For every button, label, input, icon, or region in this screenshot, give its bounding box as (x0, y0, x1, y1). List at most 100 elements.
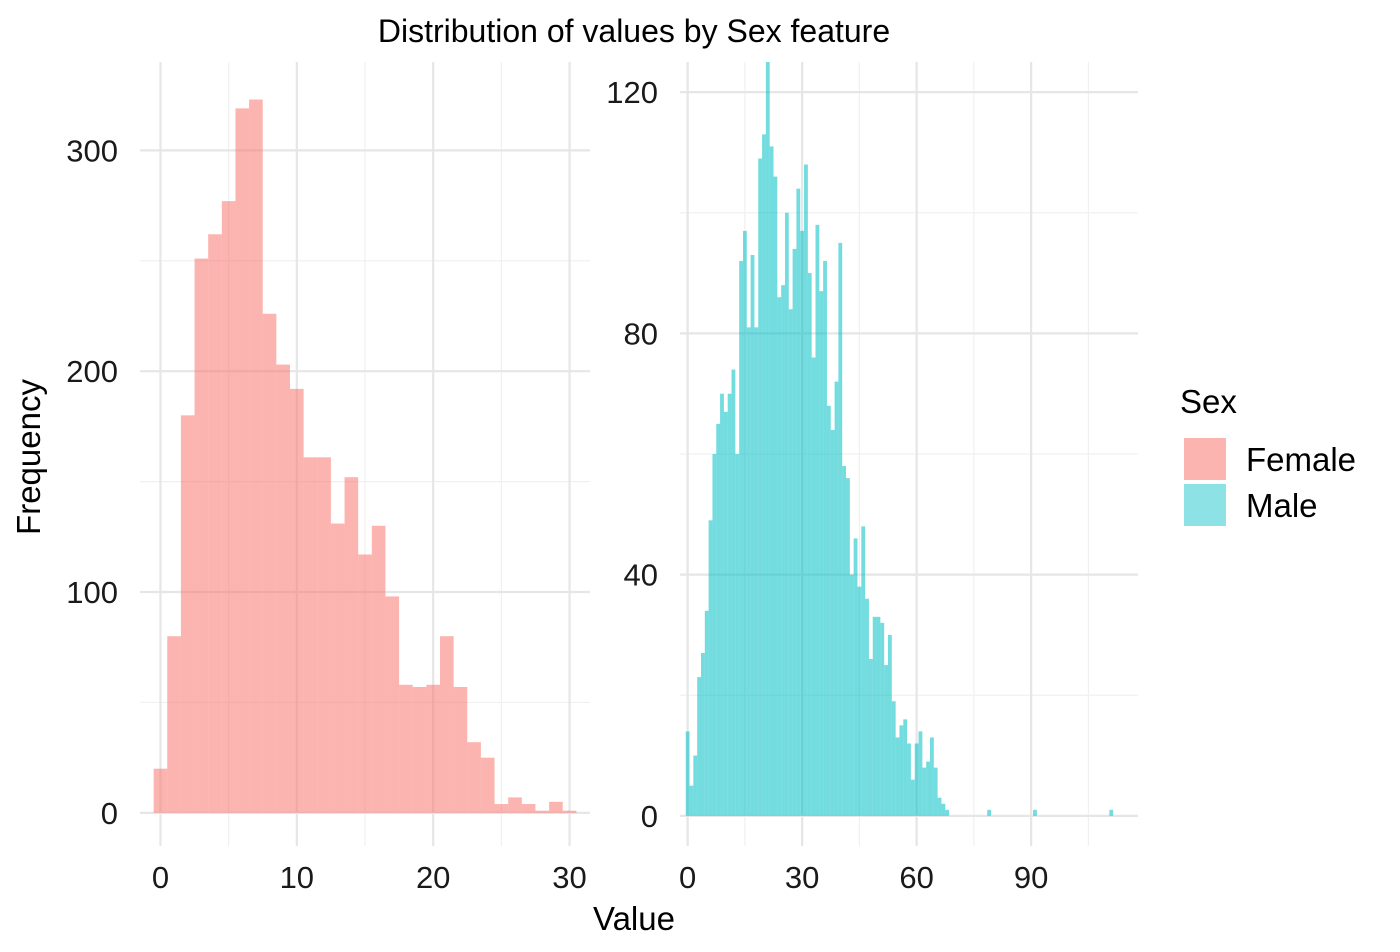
histogram-bar-male (918, 731, 923, 816)
legend: Sex Female Male (1180, 383, 1356, 526)
y-tick-labels-left: 0 100 200 300 (66, 133, 118, 831)
x-tick-labels-right: 0 30 60 90 (679, 860, 1048, 895)
histogram-bar-female (194, 258, 209, 813)
histogram-bar-male (693, 755, 698, 816)
histogram-bar-male (811, 357, 816, 816)
histogram-bar-female (303, 457, 318, 813)
histogram-bar-female (426, 684, 440, 813)
histogram-bar-male (735, 454, 740, 816)
histogram-bar-male (712, 454, 717, 816)
histogram-bar-male (853, 538, 858, 816)
histogram-bar-female (358, 554, 372, 813)
histogram-bar-male (704, 610, 709, 816)
histogram-bar-male (914, 743, 919, 816)
histogram-bar-female (412, 686, 427, 813)
x-tick-label: 0 (152, 860, 169, 895)
histogram-bar-male (876, 616, 881, 816)
histogram-bar-male (689, 785, 694, 816)
histogram-bar-male (945, 809, 950, 816)
y-tick-label: 100 (66, 575, 118, 610)
histogram-bar-male (899, 725, 904, 816)
histogram-bar-female (221, 201, 236, 813)
histogram-bar-female (317, 457, 331, 813)
histogram-bar-female (508, 797, 522, 813)
bars-female (153, 99, 577, 813)
y-tick-label: 0 (641, 799, 658, 834)
y-axis-title: Frequency (10, 379, 47, 535)
histogram-bar-male (731, 369, 736, 816)
x-tick-label: 30 (785, 860, 819, 895)
histogram-bar-female (276, 364, 290, 813)
histogram-bar-female (562, 810, 577, 813)
x-tick-label: 30 (552, 860, 586, 895)
legend-label-male: Male (1246, 487, 1318, 524)
histogram-bar-female (453, 686, 468, 813)
legend-title: Sex (1180, 383, 1237, 420)
histogram-bar-male (784, 212, 789, 816)
histogram-bar-male (796, 188, 801, 816)
histogram-bar-male (762, 134, 766, 816)
histogram-bar-male (807, 273, 812, 816)
legend-key-female (1184, 438, 1226, 480)
legend-key-male (1184, 484, 1226, 526)
y-tick-label: 0 (101, 796, 118, 831)
histogram-bar-male (754, 327, 759, 816)
histogram-bar-male (926, 761, 930, 816)
x-tick-label: 60 (899, 860, 933, 895)
histogram-bar-male (880, 622, 885, 816)
histogram-bar-male (697, 677, 701, 816)
histogram-bar-male (742, 230, 747, 816)
histogram-bar-male (857, 586, 862, 816)
histogram-bar-male (868, 659, 873, 816)
histogram-bar-female (399, 684, 413, 813)
histogram-bar-male (700, 653, 705, 816)
histogram-bar-female (371, 525, 386, 813)
histogram-bar-male (823, 261, 827, 816)
histogram-bar-male (1109, 809, 1114, 816)
histogram-bar-male (788, 309, 793, 816)
histogram-bar-female (167, 636, 181, 813)
y-tick-label: 300 (66, 133, 118, 168)
histogram-bar-female (330, 523, 345, 813)
histogram-bar-male (815, 224, 820, 816)
histogram-bar-male (685, 731, 690, 816)
histogram-bar-male (765, 62, 770, 816)
histogram-bar-male (800, 230, 805, 816)
histogram-bar-male (769, 146, 774, 816)
histogram-bar-male (891, 701, 896, 816)
histogram-bar-male (792, 248, 797, 816)
histogram-bar-male (804, 164, 808, 816)
histogram-bar-male (834, 381, 839, 816)
histogram-bar-female (549, 801, 563, 813)
histogram-bar-male (941, 803, 946, 816)
histogram-bar-male (1033, 809, 1037, 816)
histogram-bar-male (727, 393, 732, 816)
histogram-bar-female (521, 804, 536, 813)
histogram-bar-female (180, 415, 195, 813)
histogram-bar-female (535, 810, 550, 813)
histogram-bar-male (739, 261, 743, 816)
histogram-bar-female (208, 234, 222, 813)
panel-male: 0 40 80 120 0 30 60 90 (606, 62, 1138, 895)
histogram-bar-male (903, 719, 908, 816)
histogram-bar-male (720, 393, 724, 816)
x-tick-labels-left: 0 10 20 30 (152, 860, 587, 895)
histogram-bar-male (849, 574, 854, 816)
histogram-bar-female (153, 768, 168, 813)
x-tick-label: 10 (280, 860, 314, 895)
histogram-bar-male (723, 411, 728, 816)
histogram-bar-male (987, 809, 992, 816)
histogram-bar-male (933, 767, 938, 816)
histogram-bar-female (467, 742, 481, 813)
histogram-bar-male (773, 176, 778, 816)
y-tick-label: 80 (624, 316, 658, 351)
histogram-bar-male (895, 737, 900, 816)
histogram-bar-male (746, 327, 751, 816)
histogram-bar-female (235, 108, 250, 813)
x-tick-label: 20 (416, 860, 450, 895)
histogram-bar-male (888, 634, 892, 816)
histogram-bar-female (262, 313, 277, 813)
histogram-bar-female (249, 99, 263, 813)
histogram-bar-male (777, 297, 782, 816)
